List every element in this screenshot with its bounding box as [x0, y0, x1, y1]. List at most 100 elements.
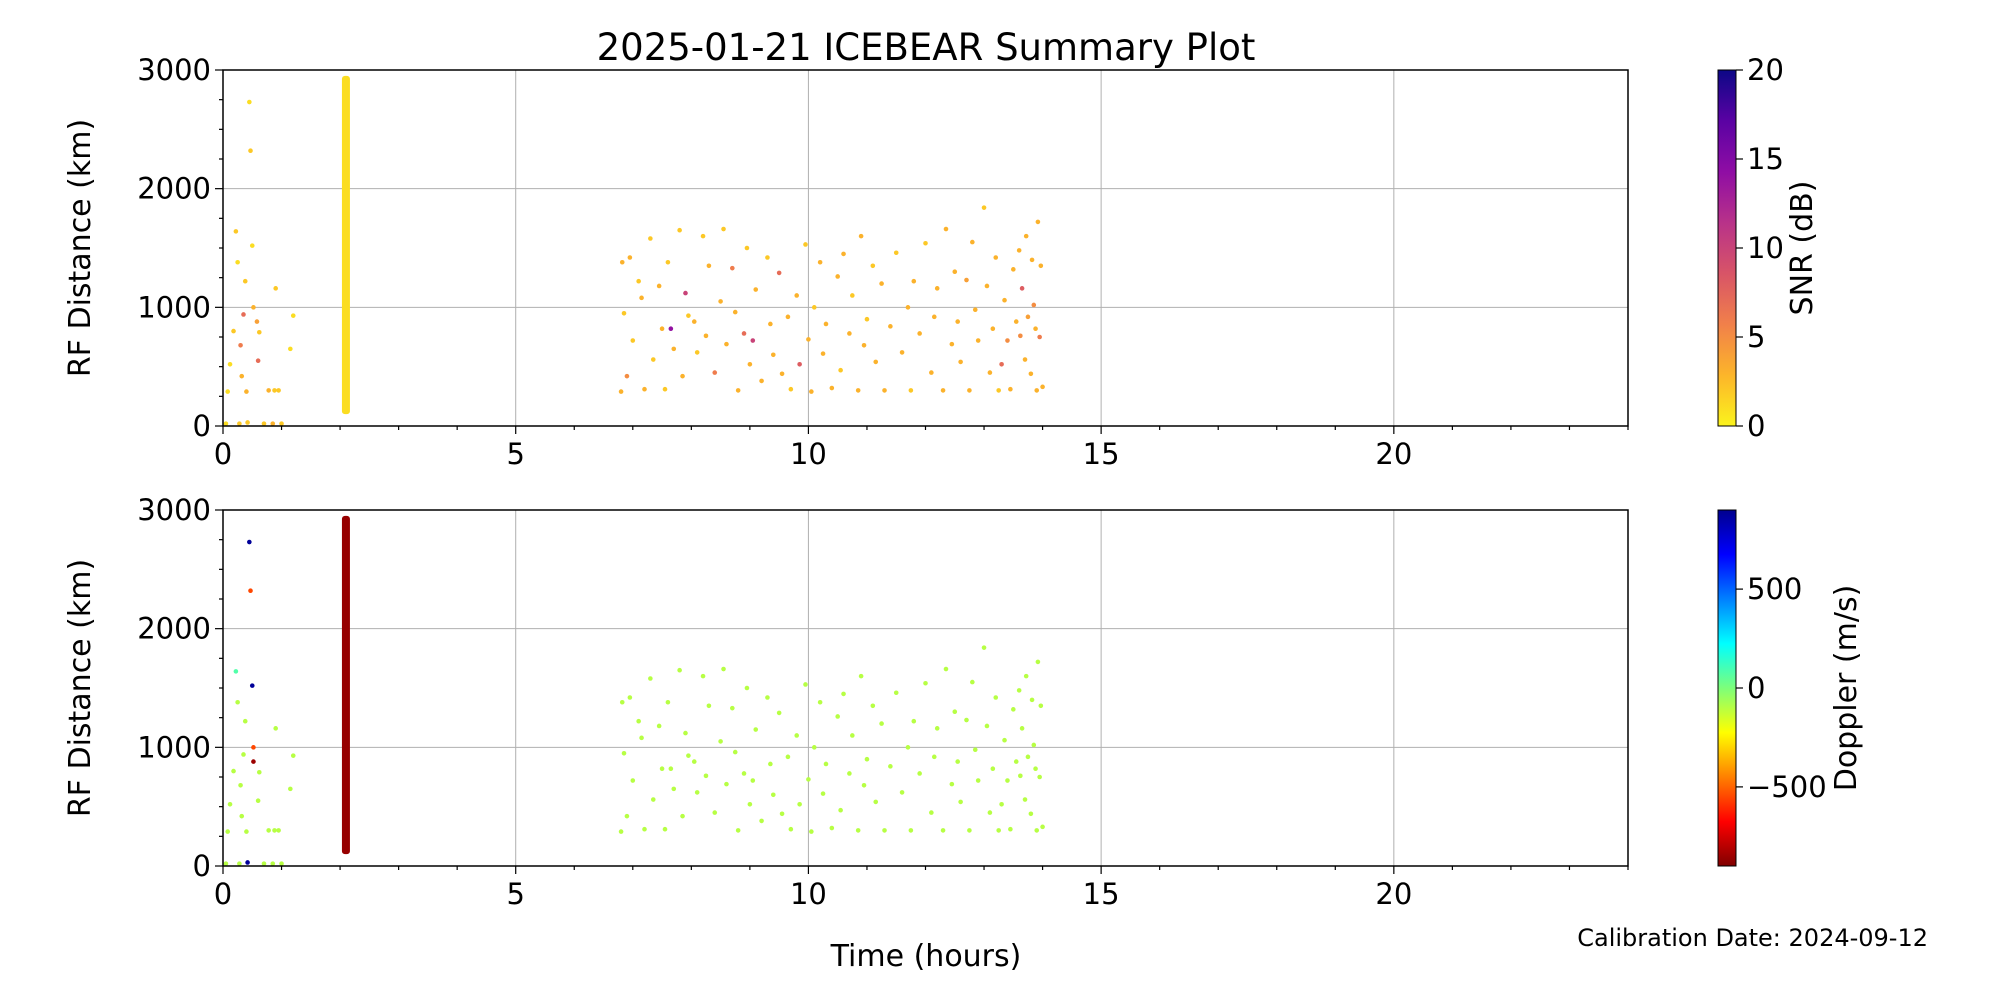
- data-point: [238, 783, 243, 788]
- data-point: [1018, 333, 1023, 339]
- data-point: [759, 818, 764, 824]
- data-point: [829, 385, 835, 391]
- data-point: [691, 319, 697, 324]
- data-point: [261, 421, 267, 426]
- data-point: [288, 346, 293, 352]
- data-point: [990, 766, 996, 771]
- data-point: [879, 721, 884, 726]
- data-point: [835, 274, 840, 279]
- data-point: [747, 361, 753, 367]
- data-point: [972, 307, 978, 313]
- data-point: [1022, 797, 1028, 802]
- data-point: [987, 810, 993, 815]
- data-point: [279, 421, 284, 426]
- data-point: [911, 278, 917, 284]
- data-point: [841, 691, 846, 697]
- data-point: [1029, 697, 1035, 703]
- data-point: [952, 269, 958, 275]
- data-point: [987, 370, 993, 375]
- data-point: [706, 703, 712, 709]
- data-point: [659, 766, 665, 771]
- data-point: [949, 781, 955, 787]
- data-point: [251, 759, 256, 764]
- data-point: [732, 749, 738, 755]
- data-point: [244, 829, 249, 834]
- data-point: [990, 326, 996, 331]
- snr-y-axis-label: RF Distance (km): [63, 119, 98, 377]
- data-point: [630, 338, 636, 343]
- data-point: [785, 314, 791, 320]
- data-point: [683, 730, 688, 736]
- data-point: [724, 341, 729, 347]
- data-point: [993, 255, 999, 260]
- data-point: [235, 259, 240, 265]
- data-point: [823, 761, 829, 767]
- colorbar-tick-label: 15: [1747, 142, 1784, 176]
- y-tick-label: 0: [193, 849, 211, 883]
- doppler-axis-ticks: 0 5 10 15 20 0 1000 2000 3000: [137, 493, 1629, 911]
- data-point: [817, 259, 823, 265]
- data-point: [779, 811, 785, 817]
- data-point: [700, 673, 706, 679]
- data-point: [273, 726, 278, 731]
- data-point: [1037, 334, 1042, 340]
- data-point: [929, 810, 934, 815]
- data-point: [934, 286, 940, 291]
- doppler-dense-band: [341, 515, 350, 855]
- data-point: [864, 756, 870, 762]
- data-point: [227, 801, 233, 807]
- data-point: [619, 259, 625, 265]
- data-point: [624, 813, 630, 819]
- data-point: [882, 388, 887, 393]
- data-point: [943, 666, 949, 672]
- data-point: [718, 299, 723, 304]
- data-point: [797, 361, 802, 367]
- data-point: [817, 699, 823, 705]
- data-point: [735, 388, 741, 393]
- data-point: [270, 861, 276, 866]
- data-point: [1002, 737, 1007, 743]
- data-point: [721, 666, 726, 672]
- data-point: [870, 703, 876, 709]
- data-point: [665, 699, 671, 705]
- snr-colorbar: 0 5 10 15 20 SNR (dB): [1717, 53, 1820, 443]
- data-point: [753, 727, 759, 732]
- data-point: [934, 726, 940, 731]
- data-point: [929, 370, 934, 375]
- data-point: [251, 305, 256, 310]
- data-point: [1002, 297, 1007, 303]
- data-point: [656, 723, 662, 729]
- data-point: [225, 389, 230, 394]
- data-point: [659, 326, 665, 331]
- data-point: [691, 759, 697, 764]
- data-point: [256, 769, 262, 775]
- colorbar-tick-label: 0: [1747, 671, 1765, 705]
- data-point: [248, 148, 253, 153]
- snr-scatter-points: [223, 99, 1045, 426]
- data-point: [648, 236, 653, 241]
- doppler-gridlines: [222, 509, 1628, 867]
- data-point: [823, 321, 829, 327]
- data-point: [975, 338, 981, 343]
- data-point: [233, 229, 239, 234]
- data-point: [949, 341, 955, 347]
- data-point: [650, 357, 656, 362]
- data-point: [1022, 357, 1028, 362]
- doppler-y-axis-label: RF Distance (km): [63, 559, 98, 817]
- colorbar-tick-label: 5: [1747, 320, 1765, 354]
- colorbar-tick-label: 10: [1747, 231, 1784, 265]
- y-tick-label: 0: [193, 409, 211, 443]
- data-point: [627, 695, 633, 700]
- data-point: [1034, 828, 1040, 833]
- x-tick-label: 0: [214, 877, 232, 911]
- data-point: [1037, 774, 1042, 780]
- data-point: [893, 250, 899, 256]
- snr-colorbar-label: SNR (dB): [1785, 181, 1820, 316]
- data-point: [770, 352, 776, 358]
- data-point: [248, 588, 253, 593]
- data-point: [811, 745, 817, 750]
- data-point: [788, 826, 794, 832]
- data-point: [279, 861, 284, 866]
- data-point: [244, 389, 249, 394]
- data-point: [917, 771, 922, 776]
